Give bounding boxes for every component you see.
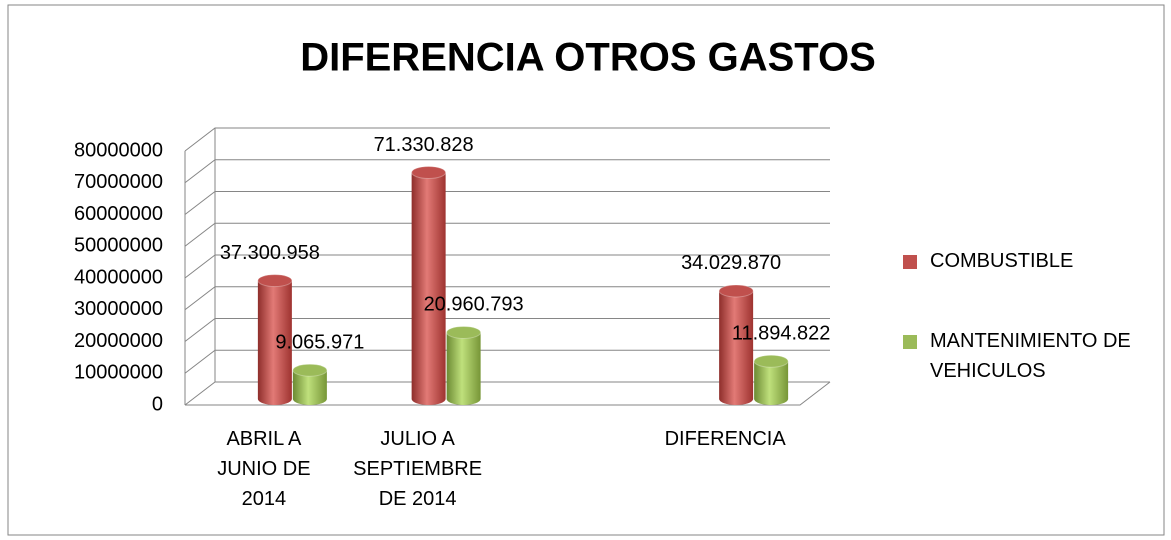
bar: [718, 284, 754, 405]
x-tick-label: JULIO A SEPTIEMBRE DE 2014: [353, 428, 482, 510]
grid-line: [184, 159, 830, 184]
data-label: 34.029.870: [681, 252, 781, 274]
chart-title: DIFERENCIA OTROS GASTOS: [300, 36, 876, 80]
chart-border: [7, 4, 1165, 536]
x-tick-label: DIFERENCIA: [665, 428, 787, 450]
bar-body: [754, 361, 789, 405]
y-tick-label: 20000000: [74, 330, 163, 352]
bar-top: [446, 325, 482, 339]
bar: [292, 363, 328, 405]
bar-body: [411, 172, 446, 405]
bar-top: [718, 284, 754, 298]
bar-top: [257, 274, 293, 288]
bar-top: [292, 363, 328, 377]
data-label: 71.330.828: [374, 134, 474, 156]
legend-label: COMBUSTIBLE: [930, 250, 1073, 272]
y-tick-label: 40000000: [74, 266, 163, 288]
bar-body: [257, 280, 292, 405]
y-tick-label: 0: [152, 393, 163, 415]
y-tick-label: 60000000: [74, 203, 163, 225]
grid-line: [184, 222, 830, 247]
y-tick-label: 50000000: [74, 235, 163, 257]
grid-line: [184, 191, 830, 215]
bar: [446, 325, 482, 405]
grid-line: [184, 318, 830, 342]
data-label: 11.894.822: [732, 323, 831, 345]
bar: [257, 274, 293, 405]
data-label: 9.065.971: [275, 331, 364, 353]
x-tick-label: ABRIL A JUNIO DE 2014: [217, 428, 310, 510]
bar-body: [292, 370, 327, 405]
y-tick-label: 80000000: [74, 139, 163, 161]
legend-label: MANTENIMIENTO DE VEHICULOS: [930, 330, 1131, 382]
legend-swatch: [903, 335, 917, 349]
y-tick-label: 70000000: [74, 171, 163, 193]
y-tick-label: 30000000: [74, 298, 163, 320]
bar-body: [446, 332, 481, 405]
y-tick-label: 10000000: [74, 362, 163, 384]
bar-top: [411, 166, 447, 180]
legend-swatch: [903, 255, 917, 269]
grid-line: [184, 254, 830, 279]
grid-line: [184, 381, 830, 406]
bar-top: [753, 354, 789, 368]
grid-line: [184, 127, 830, 152]
floor: [185, 381, 831, 406]
data-label: 37.300.958: [220, 242, 320, 264]
bar-body: [719, 290, 754, 405]
data-label: 20.960.793: [424, 294, 524, 316]
bar: [753, 354, 789, 405]
grid-line: [184, 349, 830, 374]
grid-line: [184, 286, 830, 311]
bar: [411, 166, 447, 405]
